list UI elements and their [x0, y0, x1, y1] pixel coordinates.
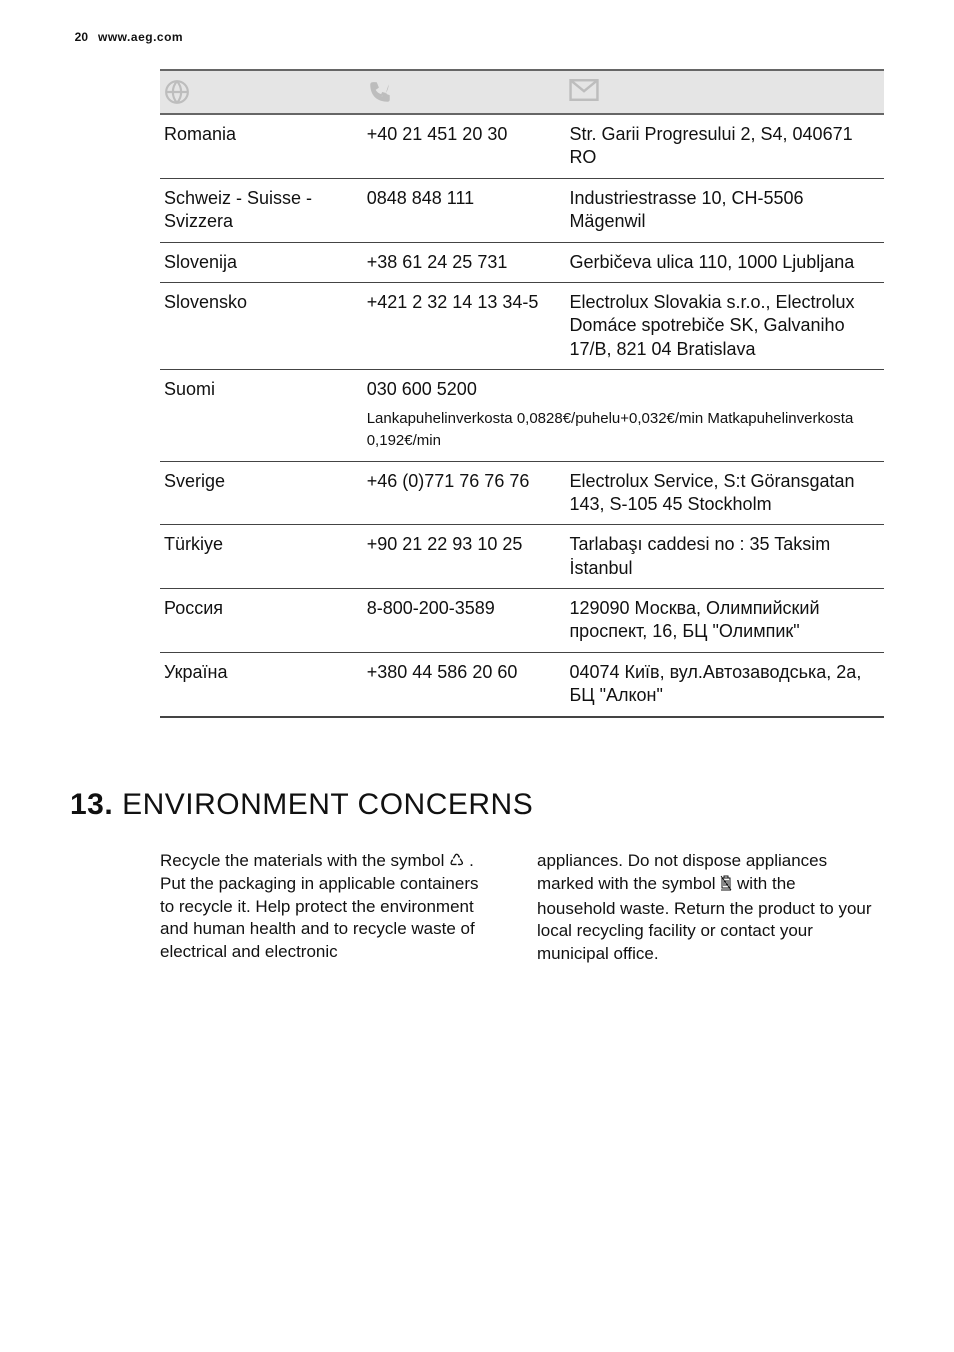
cell-country: Suomi — [160, 370, 363, 461]
cell-address: Gerbičeva ulica 110, 1000 Ljubljana — [565, 242, 884, 282]
table-row: Россия8-800-200-3589129090 Москва, Олимп… — [160, 589, 884, 653]
table-row: Slovensko+421 2 32 14 13 34-5Electrolux … — [160, 282, 884, 369]
cell-address: 129090 Москва, Олимпийский проспект, 16,… — [565, 589, 884, 653]
cell-country: Schweiz - Suisse - Svizzera — [160, 178, 363, 242]
section-body: Recycle the materials with the symbol ♺ … — [160, 850, 874, 967]
cell-phone: +380 44 586 20 60 — [363, 652, 566, 716]
cell-address: Str. Garii Progresului 2, S4, 040671 RO — [565, 114, 884, 178]
body-col-2: appliances. Do not dispose appliances ma… — [537, 850, 874, 967]
table-row: Sverige+46 (0)771 76 76 76Electrolux Ser… — [160, 461, 884, 525]
mail-icon — [569, 79, 599, 101]
body-text-1: Recycle the materials with the symbol ♺ … — [160, 850, 497, 965]
cell-address: Electrolux Service, S:t Göransgatan 143,… — [565, 461, 884, 525]
cell-country: Sverige — [160, 461, 363, 525]
contacts-table-body: Romania+40 21 451 20 30Str. Garii Progre… — [160, 114, 884, 717]
cell-country: Romania — [160, 114, 363, 178]
table-row: Schweiz - Suisse - Svizzera0848 848 111I… — [160, 178, 884, 242]
contacts-table: Romania+40 21 451 20 30Str. Garii Progre… — [160, 69, 884, 718]
cell-country: Türkiye — [160, 525, 363, 589]
table-row: Suomi030 600 5200 Lankapuhelinverkosta 0,… — [160, 370, 884, 461]
cell-phone-note: Lankapuhelinverkosta 0,0828€/puhelu+0,03… — [367, 408, 874, 453]
section-number: 13. — [70, 788, 113, 821]
cell-country: Slovenija — [160, 242, 363, 282]
page-header: 20 www.aeg.com — [70, 30, 884, 44]
cell-phone: +90 21 22 93 10 25 — [363, 525, 566, 589]
table-row: Romania+40 21 451 20 30Str. Garii Progre… — [160, 114, 884, 178]
table-row: Slovenija+38 61 24 25 731Gerbičeva ulica… — [160, 242, 884, 282]
body-text-2: appliances. Do not dispose appliances ma… — [537, 850, 874, 967]
header-mail-icon — [565, 70, 884, 114]
weee-bin-icon — [720, 875, 732, 898]
table-row: Україна+380 44 586 20 6004074 Київ, вул.… — [160, 652, 884, 716]
header-country-icon — [160, 70, 363, 114]
page-number: 20 — [70, 30, 88, 44]
cell-phone: 030 600 5200 Lankapuhelinverkosta 0,0828€… — [363, 370, 884, 461]
cell-address: Industriestrasse 10, CH-5506 Mägenwil — [565, 178, 884, 242]
cell-phone: +46 (0)771 76 76 76 — [363, 461, 566, 525]
body-col-1: Recycle the materials with the symbol ♺ … — [160, 850, 497, 967]
globe-icon — [164, 79, 190, 105]
section-title: 13. ENVIRONMENT CONCERNS — [70, 788, 884, 822]
cell-country: Россия — [160, 589, 363, 653]
cell-phone-value: 030 600 5200 — [367, 378, 874, 401]
cell-address: Electrolux Slovakia s.r.o., Electrolux D… — [565, 282, 884, 369]
cell-address: 04074 Київ, вул.Автозаводська, 2а, БЦ "А… — [565, 652, 884, 716]
cell-phone: 0848 848 111 — [363, 178, 566, 242]
cell-address: Tarlabaşı caddesi no : 35 Taksim İstanbu… — [565, 525, 884, 589]
cell-phone: +38 61 24 25 731 — [363, 242, 566, 282]
cell-phone: 8-800-200-3589 — [363, 589, 566, 653]
header-phone-icon — [363, 70, 566, 114]
section-title-text: ENVIRONMENT CONCERNS — [122, 788, 533, 821]
site-url: www.aeg.com — [98, 30, 183, 44]
cell-country: Slovensko — [160, 282, 363, 369]
cell-phone: +40 21 451 20 30 — [363, 114, 566, 178]
table-header-row — [160, 70, 884, 114]
cell-country: Україна — [160, 652, 363, 716]
table-row: Türkiye+90 21 22 93 10 25Tarlabaşı cadde… — [160, 525, 884, 589]
cell-phone: +421 2 32 14 13 34-5 — [363, 282, 566, 369]
